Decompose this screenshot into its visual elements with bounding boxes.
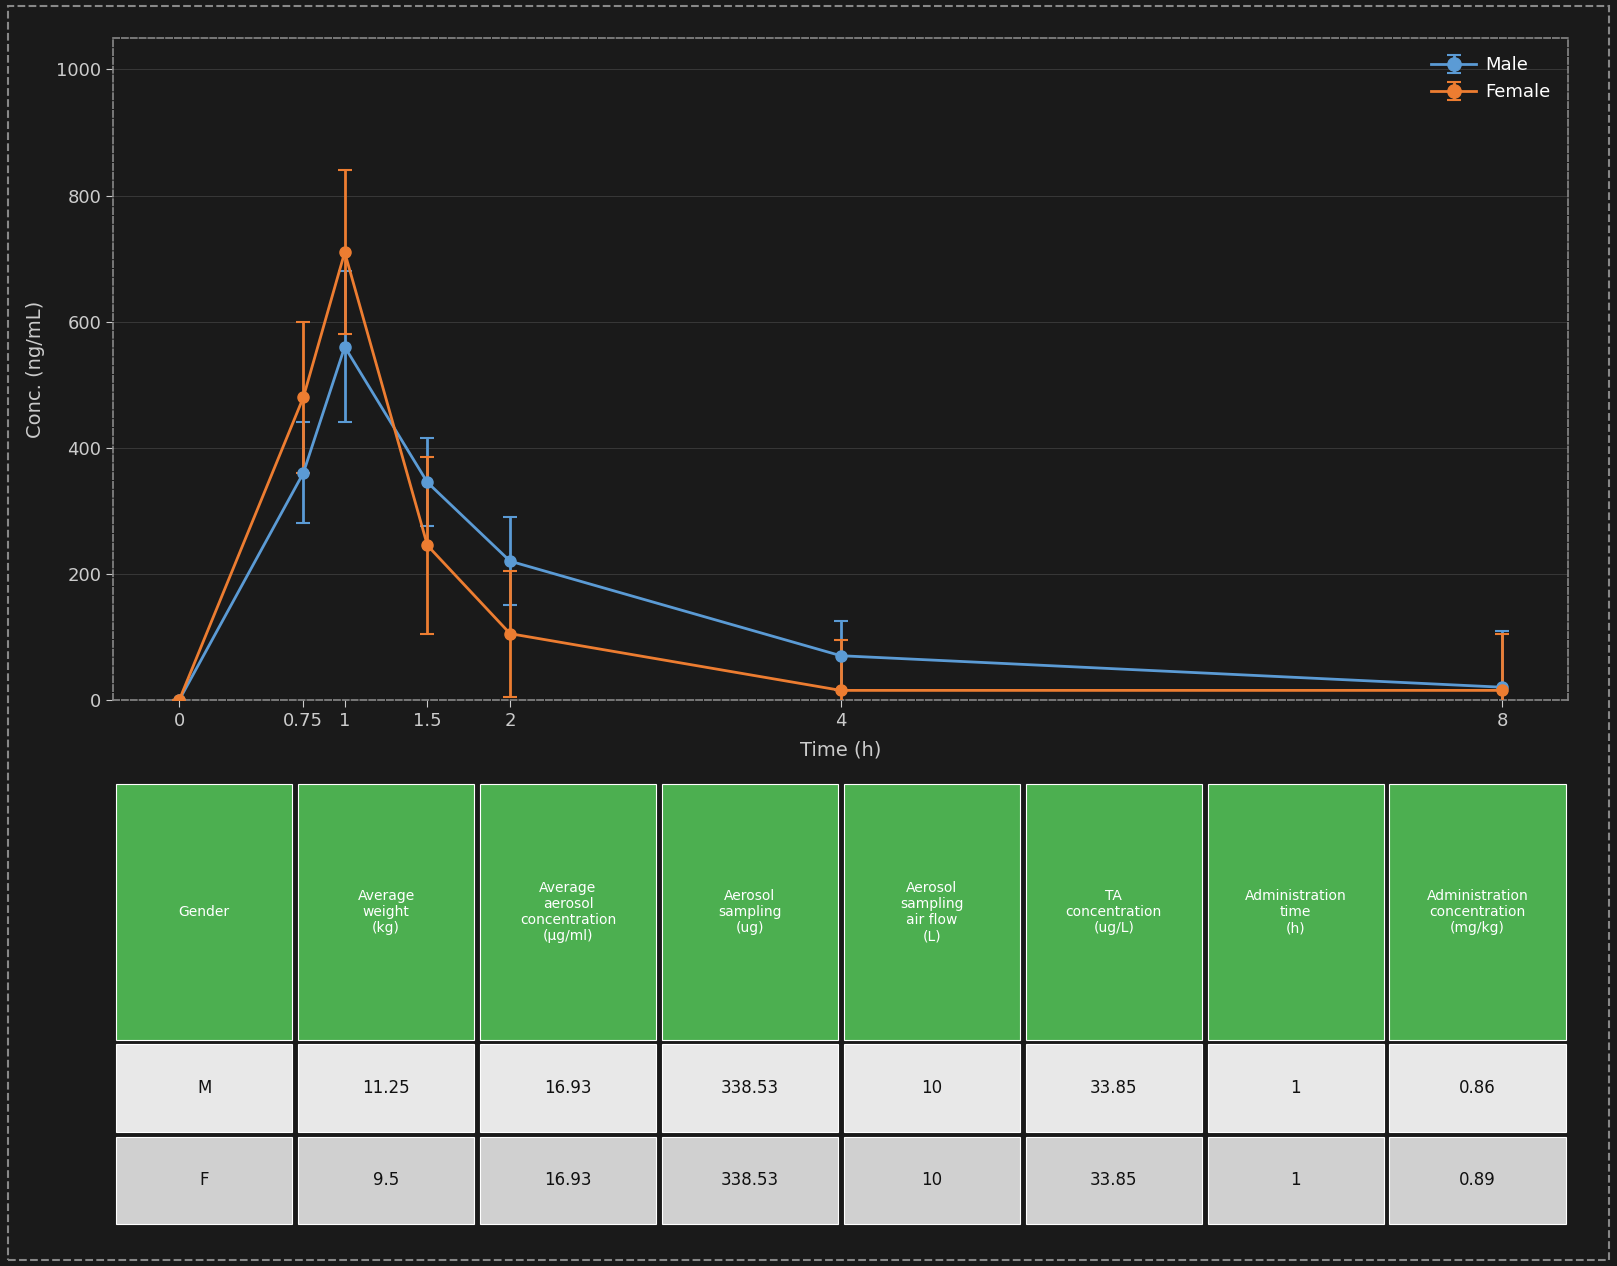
- Text: F: F: [199, 1171, 209, 1189]
- Text: 16.93: 16.93: [545, 1171, 592, 1189]
- FancyBboxPatch shape: [480, 1137, 657, 1224]
- FancyBboxPatch shape: [661, 1137, 838, 1224]
- Text: 338.53: 338.53: [721, 1079, 779, 1098]
- Text: 33.85: 33.85: [1090, 1171, 1137, 1189]
- FancyBboxPatch shape: [480, 785, 657, 1039]
- FancyBboxPatch shape: [1389, 785, 1565, 1039]
- Text: M: M: [197, 1079, 212, 1098]
- Text: Administration
concentration
(mg/kg): Administration concentration (mg/kg): [1426, 889, 1528, 936]
- Text: 1: 1: [1290, 1171, 1302, 1189]
- FancyBboxPatch shape: [1389, 1044, 1565, 1132]
- Text: 1: 1: [1290, 1079, 1302, 1098]
- Text: 0.89: 0.89: [1459, 1171, 1496, 1189]
- Text: 9.5: 9.5: [374, 1171, 399, 1189]
- FancyBboxPatch shape: [116, 1137, 293, 1224]
- FancyBboxPatch shape: [661, 1044, 838, 1132]
- Text: Average
aerosol
concentration
(μg/ml): Average aerosol concentration (μg/ml): [519, 881, 616, 943]
- Text: Aerosol
sampling
(ug): Aerosol sampling (ug): [718, 889, 781, 936]
- Text: Administration
time
(h): Administration time (h): [1245, 889, 1347, 936]
- FancyBboxPatch shape: [298, 1137, 474, 1224]
- Text: 16.93: 16.93: [545, 1079, 592, 1098]
- Text: Aerosol
sampling
air flow
(L): Aerosol sampling air flow (L): [901, 881, 964, 943]
- FancyBboxPatch shape: [298, 785, 474, 1039]
- FancyBboxPatch shape: [116, 785, 293, 1039]
- Text: 10: 10: [922, 1171, 943, 1189]
- FancyBboxPatch shape: [480, 1044, 657, 1132]
- FancyBboxPatch shape: [298, 1044, 474, 1132]
- FancyBboxPatch shape: [844, 1044, 1020, 1132]
- FancyBboxPatch shape: [1025, 1137, 1201, 1224]
- Y-axis label: Conc. (ng/mL): Conc. (ng/mL): [26, 300, 45, 438]
- FancyBboxPatch shape: [1025, 785, 1201, 1039]
- FancyBboxPatch shape: [844, 1137, 1020, 1224]
- Text: 338.53: 338.53: [721, 1171, 779, 1189]
- Text: Average
weight
(kg): Average weight (kg): [357, 889, 414, 936]
- Text: 11.25: 11.25: [362, 1079, 409, 1098]
- FancyBboxPatch shape: [1208, 1137, 1384, 1224]
- FancyBboxPatch shape: [1208, 1044, 1384, 1132]
- Text: TA
concentration
(ug/L): TA concentration (ug/L): [1066, 889, 1163, 936]
- FancyBboxPatch shape: [1208, 785, 1384, 1039]
- FancyBboxPatch shape: [844, 785, 1020, 1039]
- Text: 33.85: 33.85: [1090, 1079, 1137, 1098]
- Legend: Male, Female: Male, Female: [1421, 47, 1559, 110]
- FancyBboxPatch shape: [1025, 1044, 1201, 1132]
- Text: Gender: Gender: [178, 905, 230, 919]
- FancyBboxPatch shape: [1389, 1137, 1565, 1224]
- FancyBboxPatch shape: [116, 1044, 293, 1132]
- Text: 10: 10: [922, 1079, 943, 1098]
- FancyBboxPatch shape: [661, 785, 838, 1039]
- Text: 0.86: 0.86: [1459, 1079, 1496, 1098]
- X-axis label: Time (h): Time (h): [800, 741, 881, 760]
